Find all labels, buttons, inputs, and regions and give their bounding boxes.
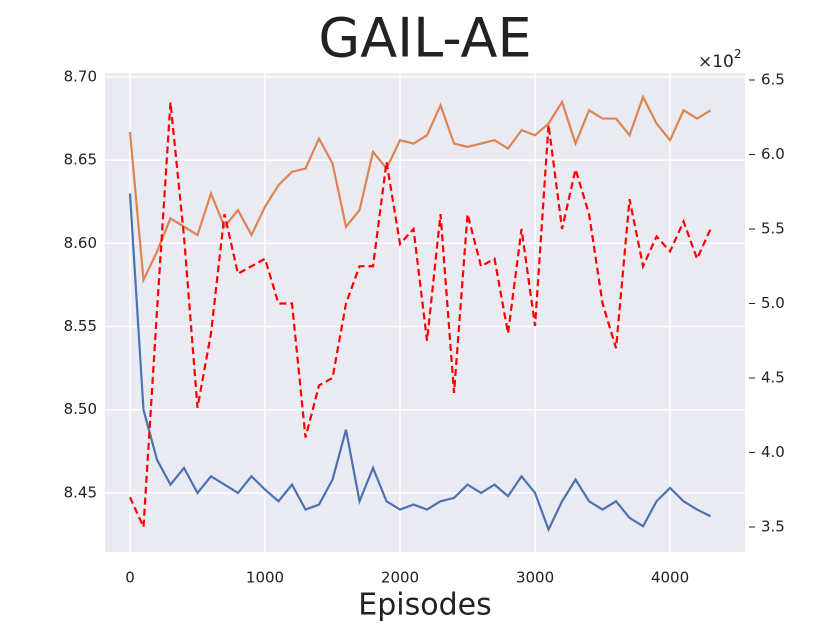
x-tick-label: 1000 (246, 569, 284, 587)
multiplier-exponent: 2 (734, 47, 742, 61)
series-line (128, 102, 712, 528)
series-line (128, 193, 712, 533)
y2-tick-label: 3.5 (761, 517, 785, 535)
x-tick-label: 2000 (381, 569, 419, 587)
x-axis-label: Episodes (358, 588, 491, 623)
y2-tick-label: 6.5 (761, 71, 785, 89)
y-tick-label: 8.45 (64, 483, 97, 501)
y2-tick-label: 4.5 (761, 368, 785, 386)
y2-multiplier: ×102 (698, 47, 742, 73)
y-tick-label: 8.50 (64, 400, 97, 418)
y-tick-label: 8.60 (64, 234, 97, 252)
y2-tick-label: 4.0 (761, 443, 785, 461)
y-tick-label: 8.70 (64, 67, 97, 85)
chart-title: GAIL-AE (318, 7, 531, 70)
multiplier-base: ×10 (698, 52, 734, 72)
y-tick-label: 8.55 (64, 317, 97, 335)
plot-area (105, 73, 745, 552)
y-tick-label: 8.65 (64, 151, 97, 169)
x-tick-label: 3000 (516, 569, 554, 587)
y2-tick-label: 5.5 (761, 219, 785, 237)
y2-tick-label: 5.0 (761, 294, 785, 312)
x-tick-label: 0 (125, 569, 135, 587)
y2-tick-label: 6.0 (761, 145, 785, 163)
x-tick-label: 4000 (651, 569, 689, 587)
